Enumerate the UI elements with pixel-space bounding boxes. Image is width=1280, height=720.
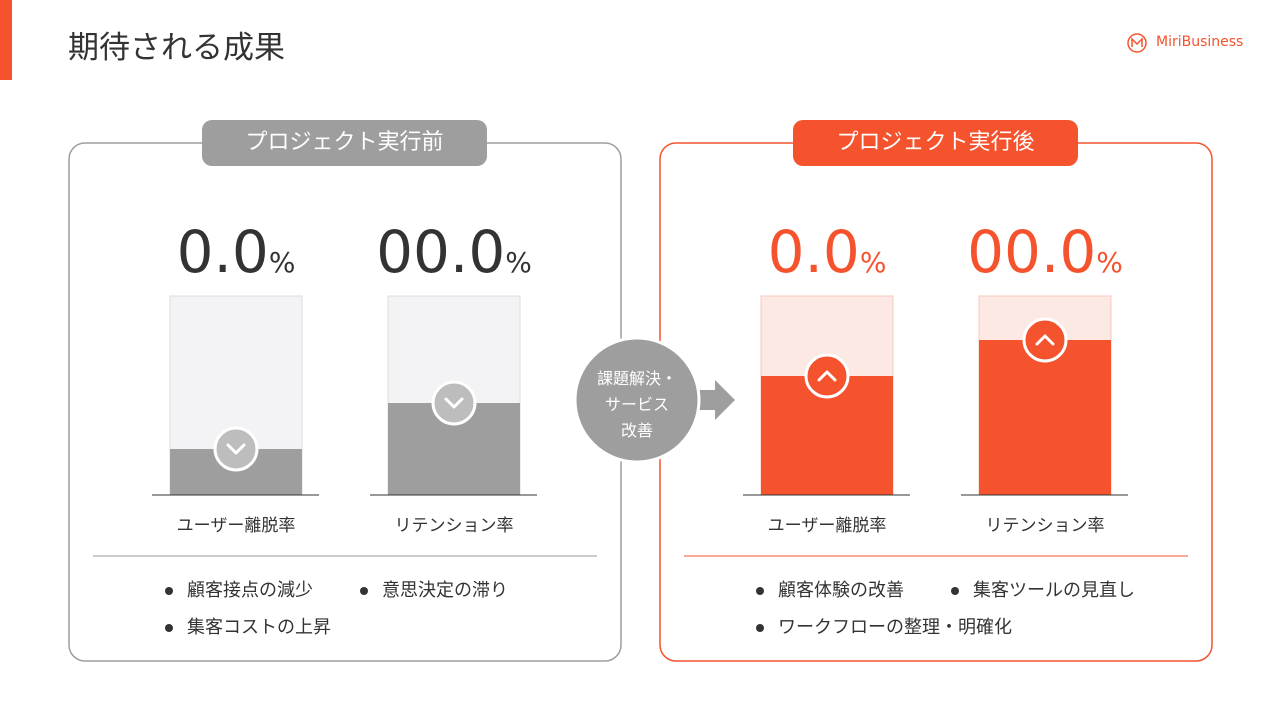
metric-unit: % [1096, 246, 1123, 279]
title: 期待される成果 [68, 30, 285, 66]
bar-fill [979, 340, 1111, 495]
brand-logo-mark [1131, 37, 1143, 47]
bullet-item: 顧客接点の減少 [165, 576, 313, 602]
panel-box [68, 142, 622, 662]
center-text: 改善 [620, 421, 653, 440]
trend-chevron [1035, 334, 1055, 346]
metric-value: 00.0% [354, 222, 554, 293]
center-text: サービス [604, 395, 669, 414]
trend-chevron [817, 370, 837, 382]
metric-unit: % [859, 246, 887, 279]
center-text: 課題解決・ [596, 369, 677, 388]
metric-number: 00.0 [376, 218, 506, 286]
metric-number: 00.0 [967, 218, 1097, 286]
bullet-item: 集客ツールの見直し [951, 576, 1135, 602]
metric-number: 0.0 [176, 218, 269, 286]
panel-label: プロジェクト実行後 [793, 120, 1078, 166]
bullet-item: ワークフローの整理・明確化 [756, 613, 1012, 639]
panel-label: プロジェクト実行前 [202, 120, 487, 166]
trend-icon [804, 353, 850, 399]
brand: MiriBusiness [1156, 34, 1244, 50]
metric-value: 0.0% [727, 222, 927, 293]
metric-value: 0.0% [136, 222, 336, 293]
trend-icon [213, 426, 259, 472]
brand-logo [1127, 33, 1147, 53]
center-circle [573, 336, 701, 464]
metric-unit: % [505, 246, 532, 279]
trend-chevron [226, 443, 246, 455]
metric-value: 00.0% [945, 222, 1145, 293]
metric-unit: % [268, 246, 296, 279]
bullet-item: 意思決定の滞り [360, 576, 508, 602]
metric-label: リテンション率 [394, 516, 514, 536]
metric-number: 0.0 [767, 218, 860, 286]
arrow [690, 380, 735, 420]
bullet-item: 集客コストの上昇 [165, 613, 331, 639]
metric-label: ユーザー離脱率 [176, 516, 296, 536]
trend-chevron [444, 397, 464, 409]
trend-icon [431, 380, 477, 426]
metric-label: ユーザー離脱率 [767, 516, 887, 536]
metric-label: リテンション率 [985, 516, 1105, 536]
trend-icon [1022, 317, 1068, 363]
bullet-item: 顧客体験の改善 [756, 576, 904, 602]
accent-bar [0, 0, 12, 80]
